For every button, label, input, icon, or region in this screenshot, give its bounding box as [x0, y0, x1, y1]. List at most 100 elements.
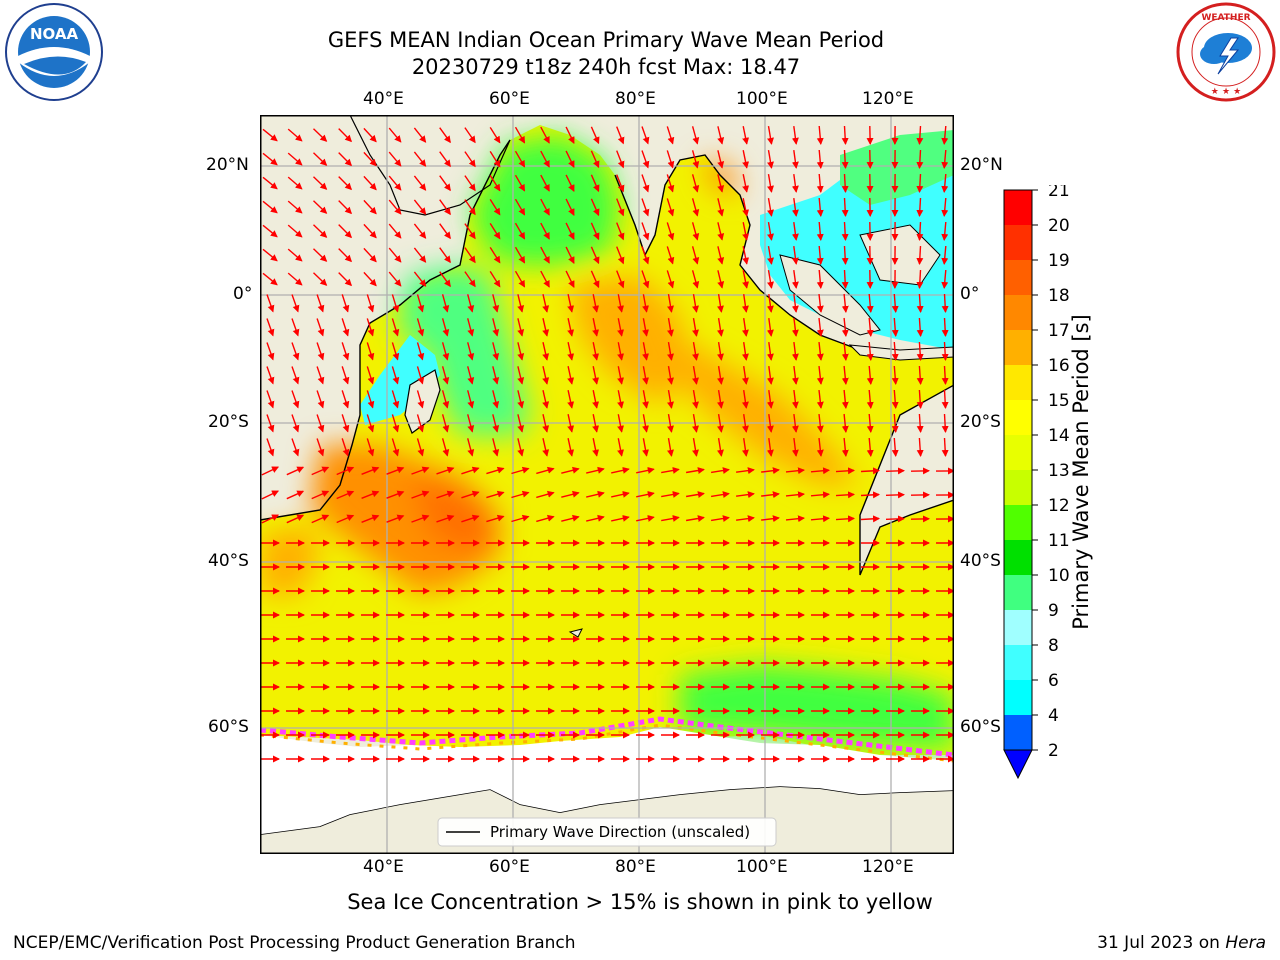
wave-arrow: [916, 221, 924, 241]
wave-arrow: [617, 366, 624, 385]
wave-arrow: [391, 366, 400, 385]
wave-arrow: [816, 438, 824, 457]
wave-arrow: [590, 246, 600, 265]
wave-arrow: [416, 390, 425, 409]
wave-arrow: [816, 197, 824, 217]
wave-arrow: [891, 389, 899, 409]
wave-arrow: [667, 317, 674, 337]
wave-arrow: [291, 318, 300, 337]
wave-arrow: [710, 491, 730, 498]
wave-arrow: [363, 151, 377, 167]
wave-arrow: [416, 294, 425, 313]
wave-arrow: [366, 366, 375, 385]
wave-arrow: [386, 466, 405, 475]
wave-arrow: [941, 269, 949, 289]
wave-arrow: [835, 515, 855, 523]
wave-arrow: [866, 437, 874, 457]
colorbar-tick-label: 15: [1048, 391, 1070, 411]
wave-arrow: [590, 150, 600, 169]
wave-arrow: [338, 224, 353, 239]
wave-arrow: [542, 438, 550, 457]
wave-arrow: [439, 223, 451, 240]
wave-arrow: [916, 365, 924, 385]
wave-arrow: [517, 438, 525, 457]
wave-arrow: [511, 490, 530, 499]
wave-arrow: [266, 342, 275, 361]
wave-arrow: [338, 152, 353, 167]
colorbar-segment: [1004, 645, 1032, 680]
wave-arrow: [492, 366, 500, 385]
wave-arrow: [439, 151, 451, 168]
wave-arrow: [313, 272, 328, 286]
wave-arrow: [841, 365, 849, 385]
wave-arrow: [691, 174, 700, 193]
wave-arrow: [592, 438, 600, 457]
wave-arrow: [313, 248, 328, 262]
lat-label-right-20s: 20°S: [960, 412, 1001, 432]
wave-arrow: [841, 389, 849, 409]
wave-arrow: [540, 198, 550, 216]
wave-arrow: [841, 221, 849, 241]
australia: [859, 384, 954, 576]
wave-arrow: [661, 491, 680, 498]
wave-arrow: [391, 414, 400, 433]
wave-arrow: [413, 271, 427, 287]
wave-arrow: [916, 149, 924, 169]
wave-arrow: [741, 437, 749, 457]
wave-arrow: [717, 174, 725, 193]
lat-label-left-20s: 20°S: [208, 412, 249, 432]
run-date: 31 Jul 2023 on Hera: [1097, 933, 1266, 953]
wave-arrow: [761, 467, 780, 475]
wave-arrow: [338, 200, 353, 215]
colorbar-tick-label: 21: [1048, 185, 1070, 201]
wave-arrow: [467, 294, 475, 313]
wave-arrow: [388, 223, 402, 239]
lon-label-bottom-120e: 120°E: [862, 857, 914, 877]
map-legend: Primary Wave Direction (unscaled): [437, 817, 777, 847]
wave-arrow: [363, 271, 377, 287]
wave-arrow: [717, 222, 725, 241]
wave-arrow: [336, 490, 355, 500]
wave-arrow: [586, 466, 605, 474]
wave-arrow: [416, 414, 425, 433]
wave-arrow: [489, 151, 501, 168]
wave-arrow: [636, 466, 655, 474]
wave-arrow: [841, 413, 849, 433]
wave-direction-arrows: [261, 125, 954, 763]
wave-arrow: [262, 248, 278, 262]
wave-arrow: [742, 150, 750, 169]
wave-arrow: [542, 342, 550, 361]
wave-arrow: [439, 247, 451, 264]
wave-arrow: [816, 149, 824, 169]
wave-arrow: [413, 175, 427, 191]
wave-arrow: [489, 127, 501, 144]
wave-arrow: [891, 437, 899, 457]
wave-arrow: [536, 466, 555, 475]
wave-arrow: [860, 491, 880, 499]
wave-arrow: [891, 293, 899, 313]
wave-arrow: [338, 272, 353, 287]
wave-arrow: [411, 490, 430, 499]
wave-arrow: [767, 197, 774, 217]
wave-arrow: [291, 438, 300, 457]
lon-label-top-40e: 40°E: [363, 89, 404, 109]
wave-arrow: [363, 247, 377, 263]
wave-arrow: [916, 293, 924, 313]
colorbar-tick-label: 11: [1048, 531, 1070, 551]
wave-arrow: [717, 150, 725, 169]
wave-arrow: [710, 515, 730, 522]
wave-arrow: [363, 199, 377, 215]
wave-arrow: [841, 245, 849, 265]
wave-arrow: [486, 490, 505, 499]
wave-arrow: [514, 198, 526, 216]
wave-arrow: [616, 174, 625, 193]
wave-arrow: [941, 173, 949, 193]
wave-arrow: [467, 438, 475, 457]
wave-arrow: [388, 199, 402, 215]
wave-arrow: [565, 126, 575, 145]
wave-arrow: [592, 318, 600, 337]
wave-arrow: [413, 247, 427, 263]
wave-arrow: [336, 466, 355, 476]
wave-arrow: [691, 246, 700, 265]
wave-arrow: [436, 466, 455, 475]
